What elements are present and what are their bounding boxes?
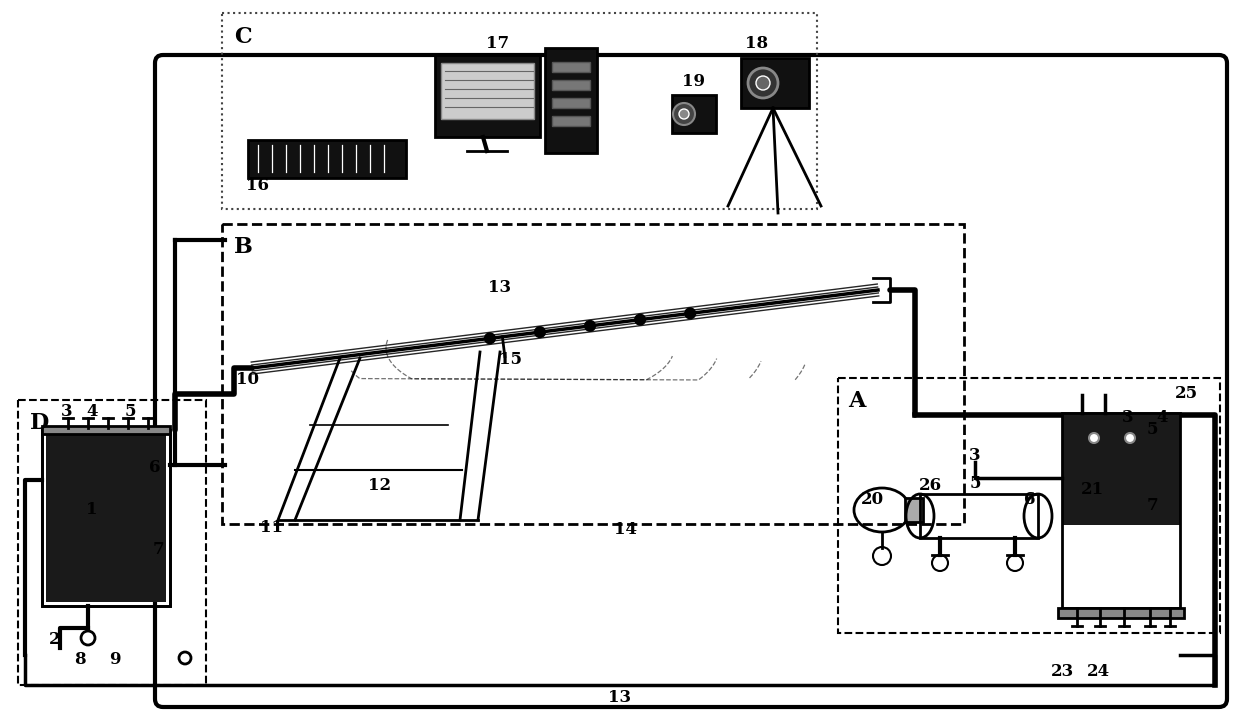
Bar [742, 58, 808, 108]
Text: 11: 11 [260, 520, 284, 536]
Text: 3: 3 [970, 447, 981, 463]
Text: 3: 3 [61, 403, 73, 421]
Circle shape [680, 109, 689, 119]
Bar [441, 63, 534, 119]
Circle shape [1089, 433, 1099, 443]
Text: 2: 2 [50, 631, 61, 649]
Bar [46, 434, 166, 602]
Circle shape [748, 68, 777, 98]
Circle shape [1125, 433, 1135, 443]
Text: 5: 5 [124, 403, 135, 421]
Bar [42, 426, 170, 434]
Bar [46, 434, 166, 602]
Bar [42, 430, 170, 606]
Text: 7: 7 [153, 542, 164, 558]
Bar [222, 224, 963, 524]
Text: 4: 4 [87, 403, 98, 421]
Circle shape [485, 333, 495, 343]
Text: 14: 14 [614, 521, 636, 539]
Circle shape [686, 309, 696, 318]
Bar [435, 55, 539, 137]
Bar [19, 400, 206, 685]
Text: 6: 6 [149, 460, 161, 476]
Text: 10: 10 [237, 372, 259, 388]
Circle shape [756, 76, 770, 90]
Text: D: D [30, 412, 50, 434]
Circle shape [635, 315, 645, 325]
Text: 6: 6 [1024, 492, 1035, 508]
Text: 23: 23 [1050, 664, 1074, 680]
Circle shape [534, 327, 544, 337]
Bar [920, 494, 1038, 538]
Text: 12: 12 [368, 476, 392, 494]
Bar [42, 430, 170, 606]
Text: 3: 3 [1122, 409, 1133, 427]
Bar [552, 98, 590, 108]
Bar [1061, 413, 1180, 525]
Text: 26: 26 [919, 476, 941, 494]
Text: 18: 18 [745, 35, 769, 53]
Bar [838, 378, 1220, 633]
Bar [546, 48, 596, 153]
Text: 4: 4 [1156, 409, 1168, 427]
Text: 21: 21 [1080, 482, 1104, 498]
Text: 1: 1 [87, 502, 98, 518]
Bar [552, 116, 590, 126]
Text: 7: 7 [1146, 497, 1158, 513]
Bar [1058, 608, 1184, 618]
Text: 16: 16 [247, 178, 269, 194]
Bar [248, 140, 405, 178]
Circle shape [179, 652, 191, 664]
Text: 5: 5 [1146, 422, 1158, 439]
Text: 13: 13 [489, 280, 512, 296]
Text: 20: 20 [861, 492, 884, 508]
Bar [1061, 413, 1180, 608]
Text: 25: 25 [1174, 385, 1198, 401]
Text: 17: 17 [486, 35, 510, 53]
Bar [222, 13, 817, 209]
Circle shape [673, 103, 694, 125]
Text: 5: 5 [970, 474, 981, 492]
Circle shape [585, 321, 595, 331]
Text: 24: 24 [1086, 664, 1110, 680]
Text: 8: 8 [74, 651, 86, 669]
Bar [672, 95, 715, 133]
Text: 15: 15 [500, 351, 522, 368]
Bar [905, 498, 923, 522]
Bar [552, 80, 590, 90]
Circle shape [81, 631, 95, 645]
Bar [552, 62, 590, 72]
Text: 13: 13 [609, 690, 631, 706]
Text: A: A [848, 390, 866, 412]
Text: 19: 19 [682, 74, 706, 90]
Text: C: C [234, 26, 252, 48]
Text: B: B [234, 236, 253, 258]
Text: 9: 9 [109, 651, 120, 669]
